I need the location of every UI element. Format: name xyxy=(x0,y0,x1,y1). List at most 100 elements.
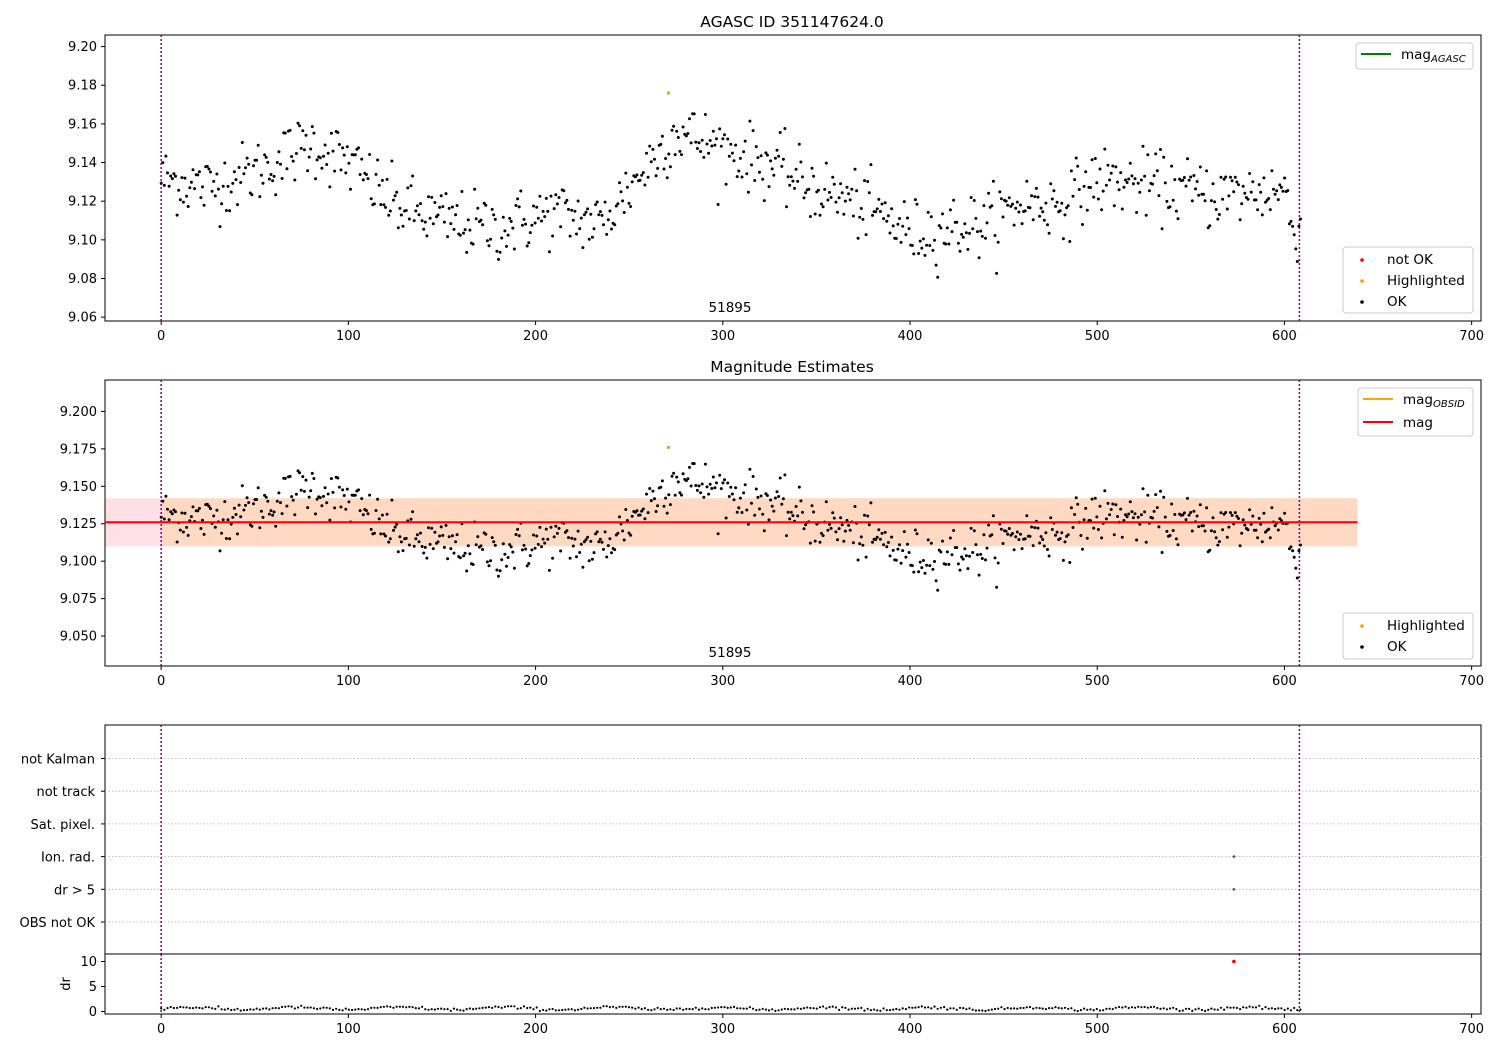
agasc-ok-point xyxy=(1112,204,1116,208)
magnitude-ok-point xyxy=(710,487,714,490)
dr-point xyxy=(704,1008,707,1011)
agasc-ok-point xyxy=(950,230,954,234)
agasc-ok-point xyxy=(788,183,792,187)
dr-point xyxy=(265,1007,268,1010)
dr-point xyxy=(468,1007,471,1010)
agasc-ok-point xyxy=(1243,191,1247,195)
agasc-ok-point xyxy=(549,194,553,198)
dr-point xyxy=(1194,1008,1197,1011)
dr-point xyxy=(672,1008,675,1012)
magnitude-ok-point xyxy=(1127,512,1131,516)
dr-point xyxy=(697,1008,701,1011)
agasc-ok-point xyxy=(438,205,442,209)
dr-point xyxy=(713,1006,717,1009)
magnitude-ok-point xyxy=(514,533,518,536)
magnitude-ok-point xyxy=(668,503,672,507)
magnitude-ok-point xyxy=(328,518,332,522)
agasc-ok-point xyxy=(520,223,524,227)
agasc-ok-point xyxy=(584,210,588,214)
magnitude-ok-point xyxy=(229,522,233,526)
agasc-ok-point xyxy=(730,151,734,155)
magnitude-ok-point xyxy=(810,504,814,508)
agasc-ok-point xyxy=(172,172,176,176)
magnitude-ok-point xyxy=(1238,544,1242,548)
magnitude-ok-point xyxy=(493,543,497,547)
magnitude-ok-point xyxy=(627,531,631,535)
dr-point xyxy=(1105,1007,1108,1011)
magnitude-ok-point xyxy=(433,530,437,534)
magnitude-ok-point xyxy=(1098,504,1102,508)
agasc-ok-point xyxy=(552,207,556,211)
agasc-ok-point xyxy=(859,207,863,210)
agasc-ok-point xyxy=(1295,260,1299,263)
agasc-ok-point xyxy=(1216,217,1220,221)
agasc-ok-point xyxy=(1093,157,1097,160)
agasc-ok-point xyxy=(947,242,951,246)
legend-highlighted-marker xyxy=(1360,279,1364,283)
agasc-ok-point xyxy=(764,151,768,155)
dr-point xyxy=(1223,1008,1226,1011)
magnitude-ok-point xyxy=(479,544,483,548)
dr-point xyxy=(545,1009,548,1012)
magnitude-ok-point xyxy=(436,540,440,544)
magnitude-ok-point xyxy=(1031,544,1035,548)
agasc-ok-point xyxy=(506,233,510,237)
agasc-ok-point xyxy=(802,196,806,200)
magnitude-ok-point xyxy=(726,481,730,485)
dr-point xyxy=(1175,1008,1178,1011)
magnitude-ok-point xyxy=(322,494,325,498)
magnitude-ok-point xyxy=(446,557,450,561)
agasc-ok-point xyxy=(582,213,586,217)
magnitude-ok-point xyxy=(1066,533,1070,537)
dr-point xyxy=(783,1007,787,1010)
agasc-obsid-annotation: 51895 xyxy=(709,300,752,316)
agasc-ok-point xyxy=(436,213,440,217)
magnitude-ok-point xyxy=(554,524,558,528)
agasc-ok-point xyxy=(398,206,402,210)
magnitude-ok-point xyxy=(907,551,911,554)
agasc-ok-point xyxy=(417,213,421,217)
dr-point xyxy=(1168,1007,1172,1010)
magnitude-ok-point xyxy=(777,495,781,498)
magnitude-ok-point xyxy=(1152,509,1156,513)
agasc-ok-point xyxy=(980,234,984,238)
magnitude-ok-point xyxy=(255,498,259,501)
agasc-ok-point xyxy=(197,170,201,174)
agasc-ok-point xyxy=(228,209,232,213)
magnitude-ok-point xyxy=(345,487,349,491)
agasc-ok-point xyxy=(509,219,513,223)
magnitude-ok-point xyxy=(1170,502,1174,506)
magnitude-ok-point xyxy=(773,496,777,500)
magnitude-ok-point xyxy=(1205,506,1209,510)
dr-point xyxy=(169,1005,172,1009)
magnitude-ok-point xyxy=(931,567,935,571)
magnitude-ok-point xyxy=(734,486,738,490)
agasc-ok-point xyxy=(1203,199,1207,203)
magnitude-ok-point xyxy=(680,493,683,497)
magnitude-ok-point xyxy=(1292,555,1296,559)
agasc-ytick-label: 9.18 xyxy=(68,79,97,94)
agasc-ok-point xyxy=(224,209,228,212)
dr-panel-vlines xyxy=(160,954,1301,1014)
dr-point xyxy=(1153,1005,1156,1008)
agasc-ok-point xyxy=(836,210,839,214)
agasc-ok-point xyxy=(1205,169,1209,173)
agasc-ok-point xyxy=(756,156,760,160)
agasc-ok-point xyxy=(804,191,808,195)
magnitude-ok-point xyxy=(824,500,828,504)
magnitude-panel: Magnitude Estimates 9.0509.0759.1009.125… xyxy=(60,358,1484,689)
agasc-ok-point xyxy=(396,226,400,230)
magnitude-panel-points xyxy=(159,445,1302,592)
dr-point xyxy=(1162,1007,1165,1010)
dr-point xyxy=(564,1008,567,1011)
magnitude-ok-point xyxy=(360,497,364,501)
magnitude-ok-point xyxy=(923,571,927,575)
agasc-ok-point xyxy=(641,171,645,175)
magnitude-ok-point xyxy=(497,574,500,578)
dr-point xyxy=(281,1005,284,1009)
magnitude-ok-point xyxy=(592,551,596,555)
agasc-ok-point xyxy=(409,184,413,188)
agasc-ok-point xyxy=(794,167,798,171)
magnitude-ok-point xyxy=(326,492,330,496)
agasc-ok-point xyxy=(1184,184,1188,188)
